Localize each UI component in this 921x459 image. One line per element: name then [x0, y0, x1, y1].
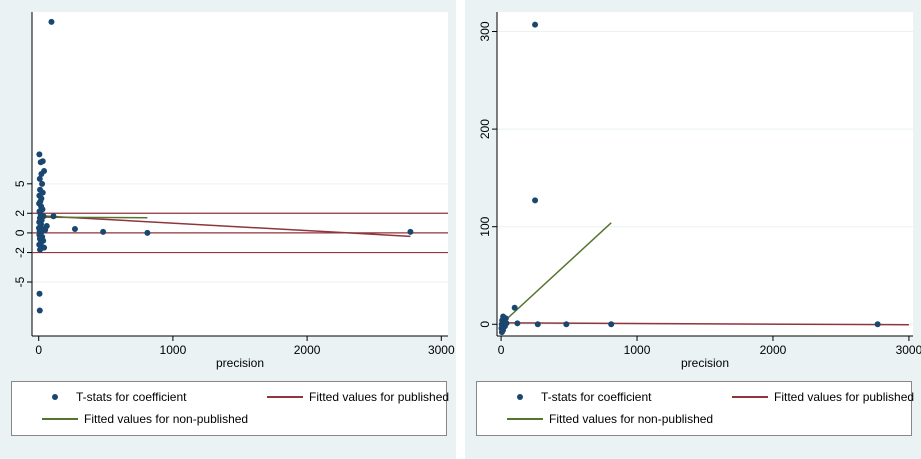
data-point — [39, 180, 46, 187]
legend-label-tstats: T-stats for coefficient — [76, 390, 187, 404]
y-tick-label: 0 — [478, 321, 492, 328]
legend-label-nonpublished: Fitted values for non-published — [549, 412, 714, 426]
data-point — [37, 246, 44, 253]
legend-label-tstats: T-stats for coefficient — [541, 390, 652, 404]
data-point — [563, 321, 570, 328]
data-point — [532, 21, 539, 28]
fitted-line-nonpublished — [500, 222, 612, 325]
legend-label-nonpublished: Fitted values for non-published — [84, 412, 249, 426]
y-tick-label: -2 — [13, 247, 27, 258]
data-point — [498, 329, 505, 336]
data-point — [50, 213, 57, 220]
x-tick-label: 3000 — [428, 343, 455, 357]
data-point — [874, 321, 881, 328]
plot-area — [497, 12, 913, 336]
x-tick-label: 3000 — [896, 343, 921, 357]
legend-dot-marker — [517, 394, 523, 400]
legend-line-nonpublished — [507, 418, 543, 420]
data-point — [36, 175, 43, 182]
left-chart-panel: -5 -2 0 2 5 0 1000 2000 3000 precision T-stats fo… — [0, 0, 456, 459]
legend-line-nonpublished — [42, 418, 78, 420]
legend-item-nonpublished: Fitted values for non-published — [507, 412, 713, 426]
legend-line-published — [732, 396, 768, 398]
x-tick-label: 2000 — [760, 343, 787, 357]
legend-label-published: Fitted values for published — [309, 390, 450, 404]
x-tick-label: 1000 — [624, 343, 651, 357]
legend-item-published: Fitted values for published — [732, 390, 914, 404]
right-legend: T-stats for coefficient Fitted values fo… — [476, 381, 914, 436]
data-point — [514, 320, 521, 327]
data-point — [48, 18, 55, 25]
data-point — [534, 321, 541, 328]
y-tick-label: -5 — [13, 276, 27, 287]
data-point — [532, 197, 539, 204]
left-chart: -5 -2 0 2 5 0 1000 2000 3000 precision — [13, 12, 455, 370]
right-chart-panel: 0 100 200 300 0 1000 2000 3000 precision T-stats… — [465, 0, 921, 459]
legend-line-published — [267, 396, 303, 398]
legend-label-published: Fitted values for published — [774, 390, 915, 404]
data-point — [608, 321, 615, 328]
y-tick-label: 0 — [13, 229, 27, 236]
data-point — [511, 304, 518, 311]
x-axis-title: precision — [216, 356, 264, 370]
plot-area — [32, 12, 448, 336]
legend-item-published: Fitted values for published — [267, 390, 449, 404]
legend-dot-marker — [52, 394, 58, 400]
x-tick-label: 2000 — [294, 343, 321, 357]
y-tick-label: 5 — [13, 180, 27, 187]
data-point — [407, 228, 414, 235]
y-tick-label: 200 — [478, 119, 492, 139]
data-point — [144, 229, 151, 236]
legend-item-nonpublished: Fitted values for non-published — [42, 412, 248, 426]
data-point — [37, 159, 44, 166]
data-point — [36, 307, 43, 314]
fitted-line-published — [38, 214, 411, 238]
x-tick-label: 0 — [498, 343, 505, 357]
left-legend: T-stats for coefficient Fitted values fo… — [11, 381, 449, 436]
x-tick-label: 1000 — [160, 343, 187, 357]
x-tick-label: 0 — [35, 343, 42, 357]
data-point — [38, 171, 45, 177]
data-point — [36, 151, 43, 158]
legend-item-tstats: T-stats for coefficient — [42, 390, 187, 404]
x-axis-title: precision — [681, 356, 729, 370]
legend-item-tstats: T-stats for coefficient — [507, 390, 652, 404]
data-point — [36, 290, 43, 297]
y-tick-label: 2 — [13, 210, 27, 217]
y-tick-label: 100 — [478, 216, 492, 236]
data-point — [100, 228, 107, 235]
data-point — [71, 225, 78, 232]
y-tick-label: 300 — [478, 21, 492, 41]
